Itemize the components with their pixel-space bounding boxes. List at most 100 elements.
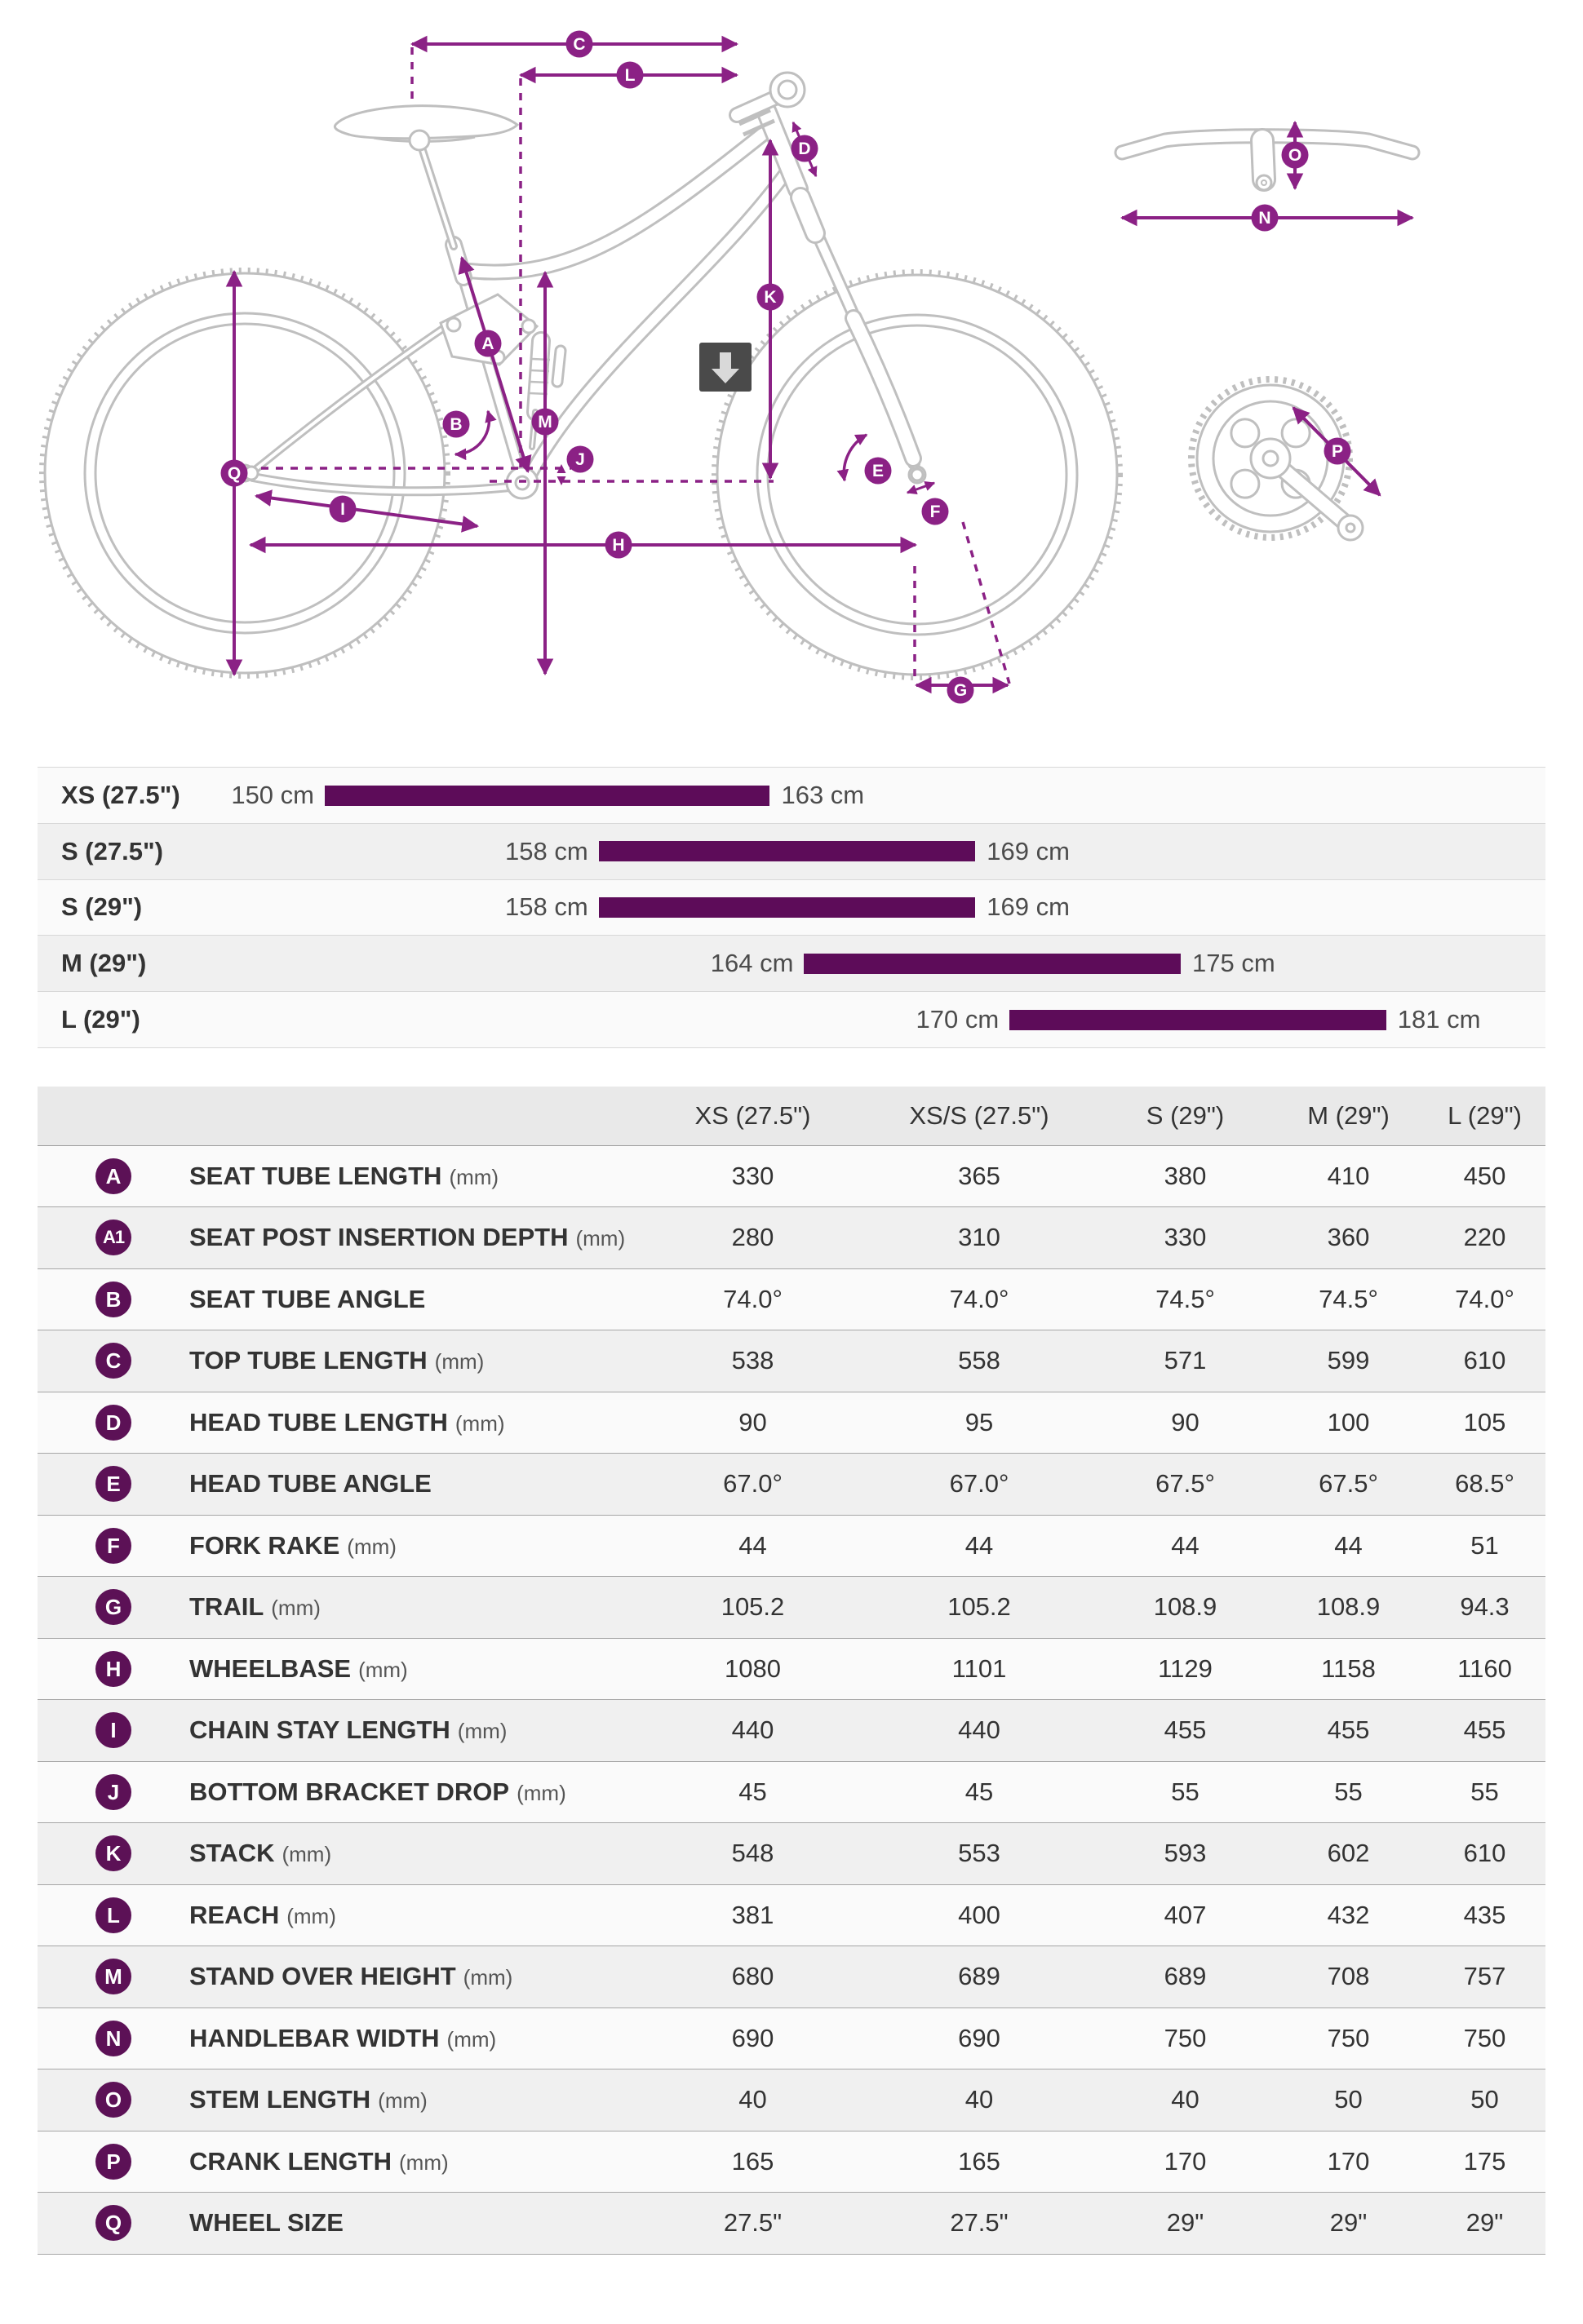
measurement-label-cell: HANDLEBAR WIDTH (mm) [189, 2007, 645, 2069]
letter-cell: F [38, 1515, 189, 1577]
geometry-value: 105.2 [861, 1576, 1097, 1639]
height-range-bar [325, 785, 770, 806]
geometry-row-a1: A1 SEAT POST INSERTION DEPTH (mm) 280 310 330… [38, 1206, 1545, 1269]
height-range-bar [598, 841, 976, 862]
geometry-value: 175 [1424, 2131, 1545, 2193]
geometry-value: 602 [1273, 1822, 1424, 1885]
size-column-header: XS (27.5") [645, 1087, 861, 1146]
geometry-value: 365 [861, 1145, 1097, 1207]
height-row-m29: M (29") 164 cm 175 cm [38, 936, 1545, 993]
letter-badge-icon: K [95, 1835, 131, 1872]
measurement-label-cell: SEAT TUBE ANGLE [189, 1268, 645, 1330]
geometry-value: 170 [1097, 2131, 1273, 2193]
geometry-value: 68.5° [1424, 1453, 1545, 1516]
geometry-row-j: J BOTTOM BRACKET DROP (mm) 45 45 55 55 55 [38, 1761, 1545, 1823]
size-label: S (29") [61, 892, 143, 922]
geometry-row-e: E HEAD TUBE ANGLE 67.0° 67.0° 67.5° 67.5° 68.5… [38, 1453, 1545, 1516]
geometry-table: XS (27.5") XS/S (27.5") S (29") M (29") L (2… [38, 1087, 1545, 2255]
geometry-row-b: B SEAT TUBE ANGLE 74.0° 74.0° 74.5° 74.5° 74.0… [38, 1268, 1545, 1330]
letter-cell: A1 [38, 1206, 189, 1269]
geometry-value: 360 [1273, 1206, 1424, 1269]
letter-badge-icon: O [95, 2082, 131, 2118]
measurement-unit: (mm) [446, 2026, 497, 2052]
diagram-badge-i: I [329, 495, 357, 523]
diagram-badge-k: K [756, 283, 784, 311]
svg-text:H: H [612, 536, 624, 555]
geometry-value: 455 [1273, 1699, 1424, 1762]
svg-text:E: E [872, 462, 884, 480]
geometry-value: 74.5° [1097, 1268, 1273, 1330]
measurement-name: SEAT TUBE LENGTH [189, 1161, 442, 1190]
size-label: L (29") [61, 1005, 140, 1034]
download-icon[interactable] [699, 343, 752, 392]
svg-text:A: A [481, 334, 494, 353]
geometry-value: 599 [1273, 1330, 1424, 1392]
svg-text:J: J [575, 450, 585, 469]
geometry-table-body: A SEAT TUBE LENGTH (mm) 330 365 380 410 450 A1 SE… [38, 1145, 1545, 2255]
measurement-unit: (mm) [347, 1534, 397, 1559]
letter-badge-icon: G [95, 1589, 131, 1626]
height-range-bar [804, 953, 1181, 974]
geometry-row-g: G TRAIL (mm) 105.2 105.2 108.9 108.9 94.3 [38, 1576, 1545, 1639]
diagram-badge-f: F [921, 498, 949, 525]
geometry-value: 558 [861, 1330, 1097, 1392]
geometry-value: 90 [645, 1392, 861, 1454]
measurement-name: SEAT POST INSERTION DEPTH [189, 1223, 569, 1252]
bike-diagram-svg: A B C D E F G H I J K L M N O P Q [39, 30, 1421, 704]
geometry-value: 407 [1097, 1884, 1273, 1946]
header-empty-icon [38, 1087, 189, 1146]
letter-cell: D [38, 1392, 189, 1454]
header-empty-label [189, 1087, 645, 1146]
geometry-value: 310 [861, 1206, 1097, 1269]
geometry-value: 50 [1273, 2069, 1424, 2131]
geometry-value: 1158 [1273, 1638, 1424, 1700]
geometry-row-o: O STEM LENGTH (mm) 40 40 40 50 50 [38, 2069, 1545, 2131]
measurement-unit: (mm) [282, 1842, 332, 1867]
diagram-badge-d: D [791, 135, 818, 162]
letter-cell: N [38, 2007, 189, 2069]
measurement-unit: (mm) [434, 1349, 485, 1374]
max-height-label: 181 cm [1397, 1005, 1481, 1034]
geometry-row-h: H WHEELBASE (mm) 1080 1101 1129 1158 1160 [38, 1638, 1545, 1700]
measurement-unit: (mm) [575, 1226, 626, 1251]
geometry-value: 67.0° [645, 1453, 861, 1516]
diagram-letter-badges: A B C D E F G H I J K L M N O P Q [220, 30, 1351, 704]
geometry-value: 610 [1424, 1330, 1545, 1392]
min-height-label: 164 cm [710, 949, 794, 978]
geometry-value: 757 [1424, 1946, 1545, 2008]
diagram-badge-e: E [864, 457, 892, 485]
max-height-label: 169 cm [987, 836, 1070, 865]
geometry-value: 165 [645, 2131, 861, 2193]
height-row-s27.5: S (27.5") 158 cm 169 cm [38, 823, 1545, 880]
svg-text:Q: Q [228, 464, 241, 483]
min-height-label: 158 cm [505, 836, 588, 865]
geometry-value: 105 [1424, 1392, 1545, 1454]
letter-cell: B [38, 1268, 189, 1330]
geometry-value: 690 [645, 2007, 861, 2069]
letter-badge-icon: H [95, 1650, 131, 1687]
geometry-value: 432 [1273, 1884, 1424, 1946]
geometry-value: 750 [1424, 2007, 1545, 2069]
letter-badge-icon: E [95, 1466, 131, 1503]
min-height-label: 170 cm [916, 1005, 1000, 1034]
height-row-xs27.5: XS (27.5") 150 cm 163 cm [38, 768, 1545, 824]
geometry-value: 680 [645, 1946, 861, 2008]
measurement-name: CHAIN STAY LENGTH [189, 1715, 450, 1745]
letter-cell: Q [38, 2192, 189, 2255]
measurement-unit: (mm) [457, 1719, 508, 1744]
svg-text:K: K [764, 288, 776, 307]
geometry-row-i: I CHAIN STAY LENGTH (mm) 440 440 455 455 455 [38, 1699, 1545, 1762]
geometry-value: 67.5° [1097, 1453, 1273, 1516]
svg-text:O: O [1288, 146, 1301, 165]
max-height-label: 175 cm [1192, 949, 1275, 978]
measurement-label-cell: TOP TUBE LENGTH (mm) [189, 1330, 645, 1392]
diagram-badge-g: G [947, 676, 974, 704]
min-height-label: 150 cm [231, 780, 314, 809]
geometry-value: 67.0° [861, 1453, 1097, 1516]
max-height-label: 169 cm [987, 892, 1070, 922]
geometry-value: 55 [1097, 1761, 1273, 1823]
geometry-table-header-row: XS (27.5") XS/S (27.5") S (29") M (29") L (2… [38, 1087, 1545, 1146]
geometry-row-c: C TOP TUBE LENGTH (mm) 538 558 571 599 610 [38, 1330, 1545, 1392]
geometry-table-wrap: XS (27.5") XS/S (27.5") S (29") M (29") L (2… [38, 1087, 1545, 2255]
